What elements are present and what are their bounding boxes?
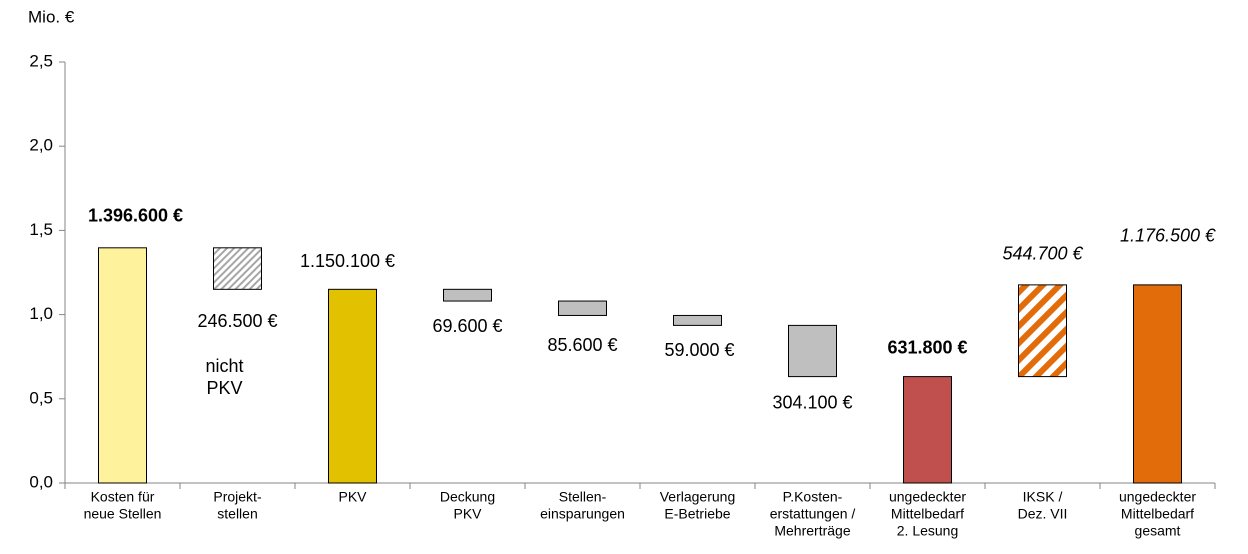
y-tick-label: 0,5 — [29, 388, 53, 407]
x-tick-label: stellen — [217, 506, 257, 522]
bar — [213, 247, 262, 290]
bar — [788, 324, 837, 378]
x-tick-label: Deckung — [440, 489, 495, 505]
x-tick-label: Mittelbedarf — [891, 506, 964, 522]
value-label: 59.000 € — [664, 340, 734, 360]
x-tick-label: Stellen- — [559, 489, 607, 505]
value-label: 1.176.500 € — [1120, 226, 1216, 246]
x-tick-label: gesamt — [1135, 523, 1181, 539]
value-label: 85.600 € — [547, 335, 617, 355]
x-tick-label: 2. Lesung — [897, 523, 959, 539]
annotation: PKV — [206, 378, 242, 398]
value-label: 246.500 € — [197, 311, 277, 331]
y-tick-label: 2,0 — [29, 136, 53, 155]
x-tick-label: IKSK / — [1023, 489, 1063, 505]
x-tick-label: erstattungen / — [770, 506, 856, 522]
bar — [558, 300, 607, 316]
x-tick-label: PKV — [338, 489, 367, 505]
x-tick-label: ungedeckter — [889, 489, 966, 505]
y-tick-label: 0,0 — [29, 472, 53, 491]
y-tick-label: 1,5 — [29, 220, 53, 239]
value-label: 69.600 € — [432, 316, 502, 336]
bar — [903, 376, 952, 484]
x-tick-label: einsparungen — [540, 506, 625, 522]
bar — [673, 314, 722, 326]
value-label: 544.700 € — [1002, 244, 1083, 264]
x-tick-label: Projekt- — [213, 489, 262, 505]
annotation: nicht — [205, 356, 243, 376]
bar — [98, 247, 147, 484]
value-label: 1.150.100 € — [300, 251, 395, 271]
value-label: 631.800 € — [887, 337, 967, 357]
x-tick-label: Kosten für — [91, 489, 155, 505]
x-tick-label: P.Kosten- — [783, 489, 843, 505]
x-tick-label: Mittelbedarf — [1121, 506, 1194, 522]
value-label: 1.396.600 € — [88, 206, 183, 226]
value-label: 304.100 € — [772, 392, 852, 412]
y-tick-label: 1,0 — [29, 304, 53, 323]
bar — [328, 288, 377, 484]
x-tick-label: E-Betriebe — [664, 506, 730, 522]
y-axis-label: Mio. € — [28, 7, 75, 26]
bar — [1018, 284, 1067, 378]
x-tick-label: Verlagerung — [660, 489, 736, 505]
x-tick-label: neue Stellen — [84, 506, 162, 522]
bar — [1133, 284, 1182, 484]
bar — [443, 288, 492, 302]
y-tick-label: 2,5 — [29, 51, 53, 70]
x-tick-label: PKV — [453, 506, 482, 522]
x-tick-label: Mehrerträge — [774, 523, 850, 539]
x-tick-label: ungedeckter — [1119, 489, 1196, 505]
x-tick-label: Dez. VII — [1018, 506, 1068, 522]
